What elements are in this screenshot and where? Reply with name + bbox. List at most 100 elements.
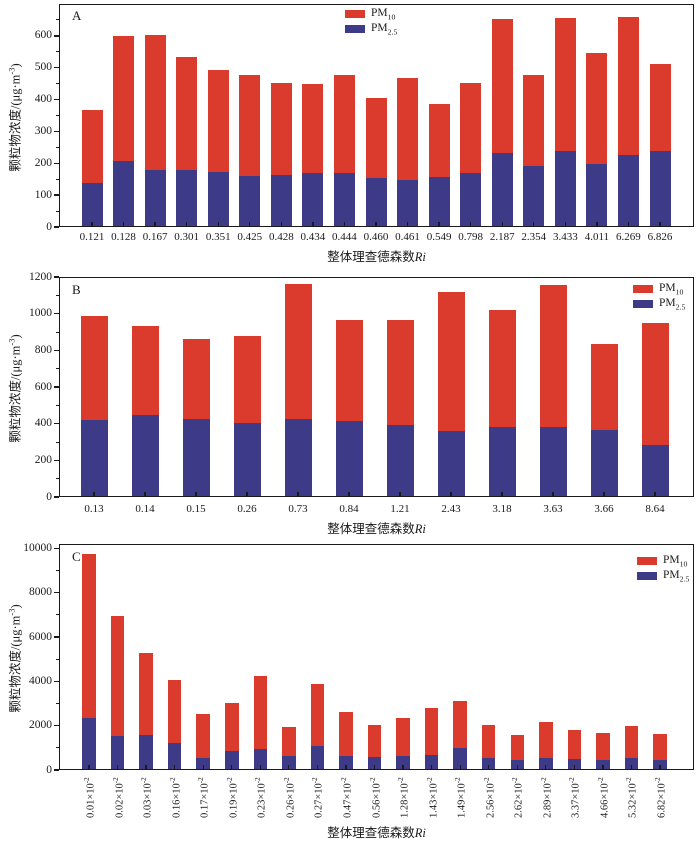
legend-swatch-pm10: [345, 9, 365, 18]
x-tick: [488, 765, 490, 770]
x-tick-label: 2.187: [489, 231, 515, 243]
x-tick-label: 2.62×10-2: [511, 777, 525, 818]
x-tick: [217, 222, 219, 227]
bar-segment-pm10: [310, 683, 325, 746]
x-tick-label: 0.428: [268, 231, 294, 243]
x-tick: [602, 765, 604, 770]
bar-segment-pm25: [182, 418, 210, 497]
bar-segment-pm25: [554, 151, 576, 227]
bar-segment-pm25: [424, 755, 439, 770]
x-tick: [375, 222, 377, 227]
plot-frame: [59, 544, 694, 770]
bar-segment-pm25: [481, 758, 496, 770]
bar-segment-pm10: [80, 316, 108, 420]
x-tick: [603, 492, 605, 497]
x-tick-label: 0.17×10-2: [196, 777, 211, 818]
bar-segment-pm25: [239, 176, 261, 227]
bar-segment-pm10: [302, 83, 324, 174]
x-tick-label: 0.23×10-2: [254, 777, 268, 818]
y-tick: [54, 98, 59, 101]
y-tick-label: 6000: [29, 630, 52, 643]
y-tick-label: 100: [34, 188, 52, 201]
bar-segment-pm10: [397, 77, 419, 180]
bar-segment-pm25: [460, 172, 482, 227]
bar-segment-pm10: [239, 75, 261, 177]
x-axis-title: 整体理查德森数Ri: [327, 826, 426, 840]
legend-label-pm25: PM2.5: [659, 297, 686, 312]
x-tick: [402, 765, 404, 770]
bar-segment-pm25: [253, 749, 268, 770]
bar-segment-pm25: [113, 160, 135, 227]
bar-segment-pm25: [176, 169, 198, 227]
legend-swatch-pm25: [345, 24, 365, 33]
bar-segment-pm10: [453, 700, 467, 749]
x-axis-title: 整体理查德森数Ri: [327, 522, 426, 536]
x-tick: [297, 492, 299, 497]
bar-segment-pm10: [510, 734, 524, 760]
y-tick: [54, 680, 59, 683]
y-tick-label: 0: [46, 763, 52, 776]
y-tick-label: 400: [34, 93, 52, 106]
x-tick-label: 0.128: [111, 231, 136, 243]
x-tick-label: 2.56×10-2: [482, 777, 496, 818]
x-tick-label: 0.16×10-2: [168, 777, 182, 818]
bar-segment-pm25: [207, 172, 229, 227]
y-tick-label: 0: [46, 490, 52, 503]
x-tick: [596, 222, 598, 227]
bar-segment-pm25: [488, 426, 516, 497]
bar-segment-pm10: [554, 17, 576, 152]
x-tick-label: 0.15: [186, 503, 206, 515]
bar-segment-pm10: [270, 82, 292, 175]
y-tick-label: 200: [34, 453, 52, 466]
bar-segment-pm25: [491, 153, 513, 227]
x-tick: [573, 765, 575, 770]
bar-segment-pm25: [225, 751, 239, 770]
bar-segment-pm10: [460, 82, 482, 173]
y-tick-label: 10000: [23, 541, 52, 554]
y-minor-tick: [56, 19, 59, 21]
legend-swatch-pm25: [633, 299, 653, 308]
x-tick-label: 0.26: [237, 503, 257, 515]
y-tick: [54, 459, 59, 461]
x-tick-label: 4.011: [584, 231, 610, 243]
bar-segment-pm25: [167, 742, 182, 770]
bar-segment-pm25: [617, 154, 639, 227]
bar-segment-pm25: [139, 734, 153, 770]
x-tick-label: 0.56×10-2: [368, 777, 382, 818]
x-tick: [501, 492, 503, 497]
x-tick-label: 0.47×10-2: [339, 777, 354, 818]
bar-segment-pm10: [428, 104, 450, 177]
x-tick: [516, 765, 518, 770]
x-tick-label: 0.425: [237, 231, 263, 243]
bar-segment-pm10: [167, 679, 182, 743]
x-tick: [501, 222, 503, 227]
y-tick: [54, 67, 59, 69]
bar-segment-pm25: [523, 166, 545, 227]
bar-segment-pm25: [649, 150, 671, 227]
x-tick-label: 0.14: [135, 503, 155, 515]
x-tick: [88, 765, 90, 770]
y-minor-tick: [56, 747, 59, 749]
y-minor-tick: [56, 178, 59, 180]
bar-segment-pm10: [131, 326, 159, 416]
x-tick-label: 0.01×10-2: [82, 777, 97, 818]
x-tick: [116, 765, 119, 770]
bar-segment-pm25: [437, 431, 465, 497]
y-tick-label: 300: [34, 124, 52, 137]
bar-segment-pm25: [453, 748, 467, 770]
y-tick-label: 400: [34, 417, 52, 430]
x-tick: [627, 222, 630, 227]
x-axis-title: 整体理查德森数Ri: [327, 250, 426, 264]
bar-segment-pm25: [397, 179, 419, 227]
x-tick: [545, 765, 547, 770]
legend-label-pm25: PM2.5: [371, 22, 398, 37]
x-tick-label: 3.433: [552, 231, 578, 243]
x-tick: [345, 765, 347, 770]
bar-segment-pm25: [590, 430, 618, 497]
x-tick-label: 0.460: [363, 231, 389, 243]
y-tick-label: 1000: [29, 307, 52, 320]
bar-segment-pm25: [641, 444, 669, 497]
y-minor-tick: [56, 614, 59, 616]
